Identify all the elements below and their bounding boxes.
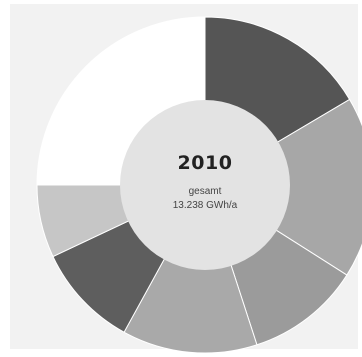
donut-slice-4	[123, 183, 258, 354]
donut-hole	[120, 100, 290, 270]
center-total-value: 13.238 GWh/a	[172, 200, 238, 211]
inner-disc-group	[120, 100, 290, 270]
center-year-label: 2010	[177, 152, 233, 174]
center-total-caption: gesamt	[188, 186, 222, 197]
